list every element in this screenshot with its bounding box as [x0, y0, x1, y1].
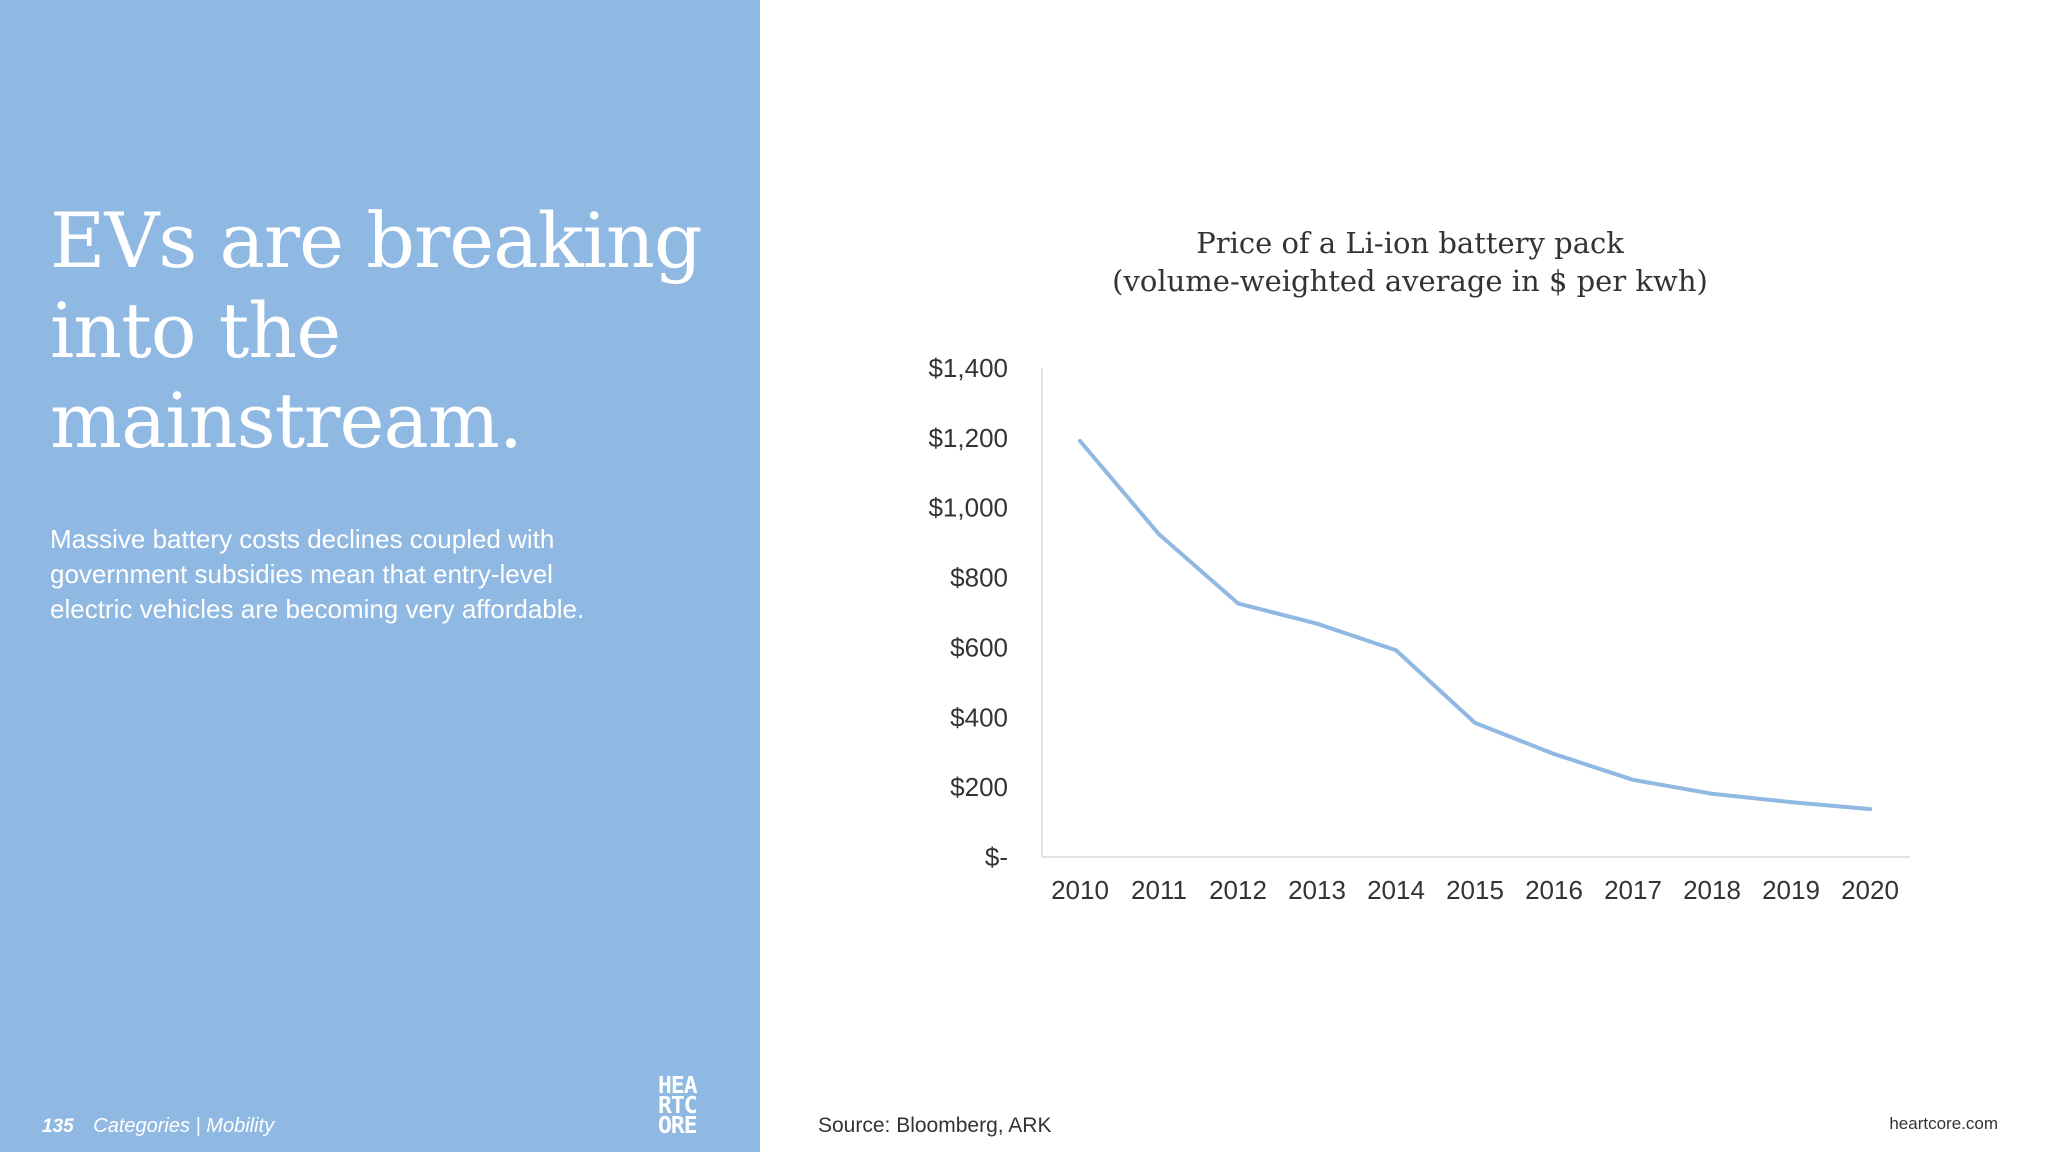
data-point — [1157, 532, 1161, 537]
series-line-0 — [1078, 439, 1872, 812]
section-label: Categories | Mobility — [93, 1115, 275, 1137]
data-point — [1315, 621, 1319, 626]
site-url: heartcore.com — [1889, 1114, 1998, 1133]
logo-line-3: ORE — [658, 1113, 698, 1139]
x-tick-labels: 2010 2011 2012 2013 2014 2015 2016 2017 2018 2019… — [1051, 875, 1899, 905]
headline-line-2: into the — [50, 286, 341, 375]
footer-left: 135 Categories | Mobility — [42, 1115, 274, 1138]
x-tick-label: 2014 — [1367, 875, 1425, 905]
y-tick-label: $1,400 — [928, 353, 1008, 383]
x-tick-label: 2019 — [1762, 875, 1820, 905]
x-tick-label: 2010 — [1051, 875, 1109, 905]
y-tick-label: $800 — [950, 563, 1008, 593]
data-point — [1710, 791, 1714, 796]
headline: EVs are breaking into the mainstream. — [50, 196, 750, 466]
x-tick-label: 2017 — [1604, 875, 1662, 905]
y-tick-label: $600 — [950, 632, 1008, 662]
page-number: 135 — [42, 1116, 74, 1137]
y-tick-label: $1,200 — [928, 423, 1008, 453]
logo-line-2: RTC — [658, 1093, 698, 1119]
y-tick-labels: $- $200 $400 $600 $800 $1,000 $1,200 $1,400 — [928, 353, 1008, 872]
y-tick-label: $400 — [950, 702, 1008, 732]
headline-line-3: mainstream. — [50, 376, 523, 465]
headline-line-1: EVs are breaking — [50, 196, 703, 285]
data-point — [1078, 439, 1082, 444]
x-tick-label: 2012 — [1209, 875, 1267, 905]
data-point — [1552, 751, 1556, 756]
x-tick-label: 2018 — [1683, 875, 1741, 905]
chart-title: Price of a Li-ion battery pack (volume-w… — [1010, 224, 1810, 300]
x-tick-label: 2016 — [1525, 875, 1583, 905]
body-text: Massive battery costs declines coupled w… — [50, 522, 690, 627]
y-tick-label: $1,000 — [928, 493, 1008, 523]
x-tick-label: 2020 — [1841, 875, 1899, 905]
data-point — [1394, 648, 1398, 653]
data-point — [1789, 800, 1793, 805]
chart-axes — [1041, 368, 1910, 858]
body-line-1: Massive battery costs declines coupled w… — [50, 524, 555, 554]
chart-title-line-2: (volume-weighted average in $ per kwh) — [1112, 264, 1708, 298]
body-line-2: government subsidies mean that entry-lev… — [50, 559, 553, 589]
chart-series — [1078, 439, 1872, 812]
y-tick-label: $200 — [950, 772, 1008, 802]
data-point — [1868, 807, 1872, 812]
body-line-3: electric vehicles are becoming very affo… — [50, 594, 585, 624]
source-note: Source: Bloomberg, ARK — [818, 1114, 1052, 1137]
x-tick-label: 2013 — [1288, 875, 1346, 905]
data-point — [1631, 777, 1635, 782]
logo-line-1: HEA — [658, 1073, 698, 1099]
x-tick-label: 2015 — [1446, 875, 1504, 905]
heartcore-logo: HEA RTC ORE — [658, 1073, 724, 1139]
y-tick-label: $- — [985, 842, 1008, 872]
chart-title-line-1: Price of a Li-ion battery pack — [1196, 226, 1624, 260]
x-tick-label: 2011 — [1131, 875, 1187, 905]
left-panel: EVs are breaking into the mainstream. Ma… — [0, 0, 760, 1152]
data-point — [1236, 601, 1240, 606]
data-point — [1473, 720, 1477, 725]
